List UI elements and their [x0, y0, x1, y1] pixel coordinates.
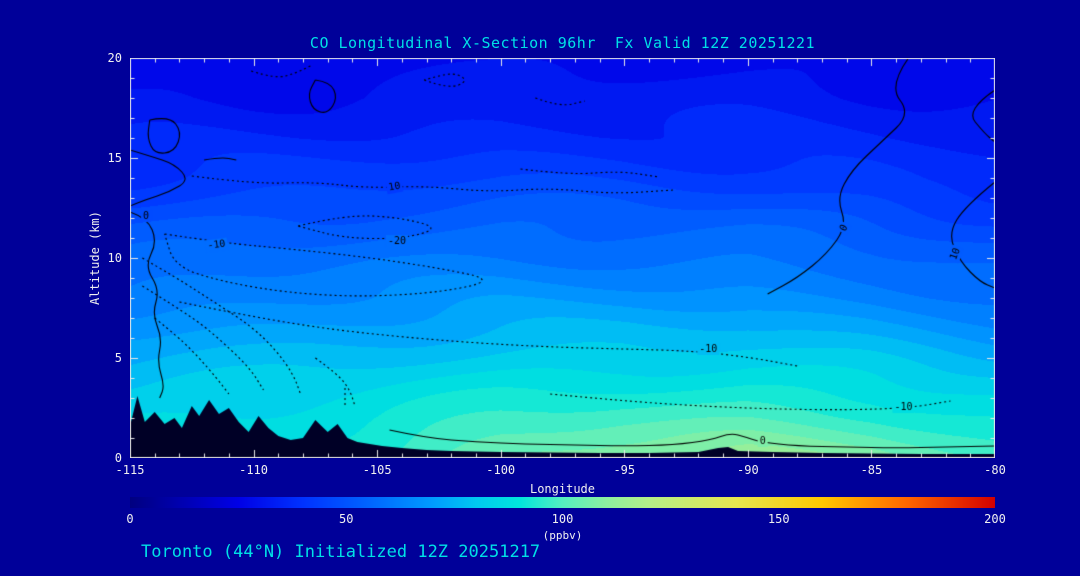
x-tick-label: -100 [486, 463, 516, 477]
y-tick-label: 15 [107, 151, 122, 165]
colorbar-unit-label: (ppbv) [542, 529, 583, 542]
colorbar-tick-label: 150 [767, 512, 790, 526]
colorbar-tick-label: 50 [339, 512, 354, 526]
y-tick-label: 5 [114, 351, 122, 365]
x-tick-label: -90 [737, 463, 759, 477]
y-tick-label: 20 [107, 51, 122, 65]
contour-plot-canvas [130, 58, 995, 458]
x-tick-label: -85 [860, 463, 883, 477]
y-tick-label: 10 [107, 251, 122, 265]
x-tick-label: -115 [115, 463, 145, 477]
colorbar-tick-label: 0 [126, 512, 134, 526]
colorbar-tick-label: 100 [551, 512, 574, 526]
initialization-caption: Toronto (44°N) Initialized 12Z 20251217 [141, 542, 541, 562]
colorbar [130, 497, 995, 508]
chart-title: CO Longitudinal X-Section 96hr Fx Valid … [309, 34, 816, 52]
x-tick-label: -95 [613, 463, 636, 477]
y-tick-label: 0 [114, 451, 122, 465]
x-axis-label: Longitude [529, 482, 596, 496]
x-tick-label: -80 [984, 463, 1006, 477]
x-tick-label: -110 [239, 463, 269, 477]
colorbar-tick-label: 200 [984, 512, 1006, 526]
x-tick-label: -105 [362, 463, 392, 477]
